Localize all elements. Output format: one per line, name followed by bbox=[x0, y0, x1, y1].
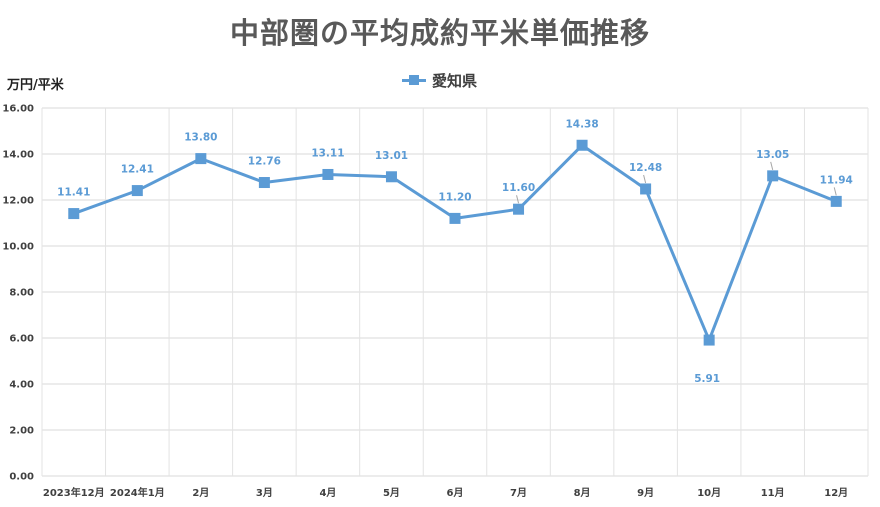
y-tick-label: 0.00 bbox=[9, 472, 34, 483]
data-point-marker bbox=[68, 208, 80, 220]
data-point-marker bbox=[830, 195, 842, 207]
legend-label: 愛知県 bbox=[432, 71, 478, 90]
x-tick-label: 6月 bbox=[447, 487, 464, 499]
data-label: 11.20 bbox=[438, 191, 471, 203]
data-label: 13.05 bbox=[756, 149, 789, 161]
data-label: 11.60 bbox=[502, 182, 535, 194]
data-label: 11.41 bbox=[57, 187, 90, 199]
x-tick-label: 8月 bbox=[574, 487, 591, 499]
x-tick-label: 11月 bbox=[761, 487, 785, 499]
y-tick-label: 16.00 bbox=[2, 104, 34, 115]
data-point-marker bbox=[258, 177, 270, 189]
y-axis-unit-label: 万円/平米 bbox=[7, 78, 64, 93]
x-tick-label: 10月 bbox=[697, 487, 721, 499]
y-tick-label: 10.00 bbox=[2, 242, 34, 253]
data-label: 11.94 bbox=[820, 174, 853, 186]
x-tick-label: 2024年1月 bbox=[110, 486, 165, 499]
x-tick-label: 2023年12月 bbox=[43, 486, 105, 499]
data-label-leader bbox=[643, 174, 647, 184]
x-tick-label: 2月 bbox=[192, 487, 209, 499]
data-point-marker bbox=[131, 185, 143, 197]
x-tick-label: 7月 bbox=[510, 487, 527, 499]
x-tick-label: 3月 bbox=[256, 487, 273, 499]
chart-title: 中部圏の平均成約平米単価推移 bbox=[229, 16, 650, 50]
y-tick-label: 14.00 bbox=[2, 150, 34, 161]
y-tick-label: 4.00 bbox=[9, 380, 34, 391]
data-label: 5.91 bbox=[694, 373, 720, 385]
data-point-marker bbox=[703, 334, 715, 346]
data-label: 12.48 bbox=[629, 162, 662, 174]
data-point-marker bbox=[513, 203, 525, 215]
data-point-marker bbox=[640, 183, 652, 195]
legend: 愛知県 bbox=[402, 70, 477, 90]
data-label: 14.38 bbox=[565, 118, 598, 130]
data-label-leader bbox=[833, 187, 837, 196]
x-tick-label: 12月 bbox=[824, 487, 848, 499]
data-label: 12.76 bbox=[248, 156, 281, 168]
y-tick-label: 12.00 bbox=[2, 196, 34, 207]
data-point-marker bbox=[767, 170, 779, 182]
x-tick-label: 4月 bbox=[319, 487, 336, 499]
y-tick-label: 8.00 bbox=[9, 288, 34, 299]
data-point-marker bbox=[576, 139, 588, 151]
data-label-leader bbox=[770, 161, 774, 170]
data-point-marker bbox=[385, 171, 397, 183]
x-tick-label: 5月 bbox=[383, 487, 400, 499]
data-label-leader bbox=[516, 195, 520, 204]
data-point-marker bbox=[195, 153, 207, 165]
data-label: 13.01 bbox=[375, 150, 408, 162]
y-tick-label: 2.00 bbox=[9, 426, 34, 437]
data-label: 12.41 bbox=[121, 164, 154, 176]
legend-line-marker-icon bbox=[402, 70, 426, 90]
data-point-marker bbox=[322, 168, 334, 180]
data-label: 13.80 bbox=[184, 132, 217, 144]
data-label: 13.11 bbox=[311, 147, 344, 159]
x-tick-label: 9月 bbox=[637, 487, 654, 499]
series-line bbox=[73, 143, 837, 342]
data-point-marker bbox=[449, 212, 461, 224]
y-tick-label: 6.00 bbox=[9, 334, 34, 345]
